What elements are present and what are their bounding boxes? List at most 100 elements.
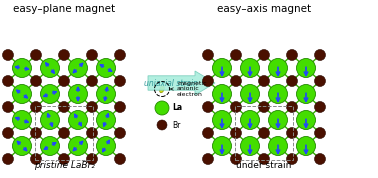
- Circle shape: [87, 75, 98, 87]
- Circle shape: [296, 111, 316, 130]
- Text: La: La: [172, 103, 182, 112]
- Circle shape: [96, 111, 116, 130]
- Polygon shape: [46, 115, 54, 126]
- Circle shape: [240, 111, 260, 130]
- Circle shape: [231, 127, 242, 138]
- Circle shape: [12, 111, 31, 130]
- Circle shape: [314, 101, 325, 112]
- Circle shape: [287, 49, 297, 61]
- Polygon shape: [274, 141, 282, 153]
- Polygon shape: [74, 115, 82, 126]
- Circle shape: [259, 101, 270, 112]
- Circle shape: [231, 75, 242, 87]
- Circle shape: [231, 101, 242, 112]
- Circle shape: [203, 153, 214, 164]
- Circle shape: [155, 101, 169, 115]
- Circle shape: [287, 101, 297, 112]
- Circle shape: [287, 75, 297, 87]
- Circle shape: [59, 153, 70, 164]
- Circle shape: [115, 101, 125, 112]
- Text: pristine LaBr₂: pristine LaBr₂: [34, 161, 94, 170]
- Polygon shape: [16, 116, 27, 124]
- Circle shape: [31, 101, 42, 112]
- Polygon shape: [246, 63, 254, 75]
- Circle shape: [314, 153, 325, 164]
- Circle shape: [212, 137, 231, 156]
- Circle shape: [96, 85, 116, 103]
- Circle shape: [40, 59, 59, 77]
- Circle shape: [59, 101, 70, 112]
- Polygon shape: [160, 86, 164, 93]
- Polygon shape: [16, 90, 27, 99]
- Circle shape: [296, 85, 316, 103]
- Polygon shape: [45, 63, 55, 74]
- Polygon shape: [73, 63, 83, 73]
- Circle shape: [68, 137, 87, 156]
- Text: easy–plane magnet: easy–plane magnet: [13, 4, 115, 14]
- Polygon shape: [102, 114, 110, 125]
- Circle shape: [259, 127, 270, 138]
- Circle shape: [12, 85, 31, 103]
- Circle shape: [203, 127, 214, 138]
- Polygon shape: [74, 89, 82, 101]
- Circle shape: [314, 75, 325, 87]
- Circle shape: [203, 101, 214, 112]
- Polygon shape: [246, 115, 254, 127]
- Polygon shape: [73, 141, 83, 151]
- Circle shape: [87, 127, 98, 138]
- Circle shape: [259, 153, 270, 164]
- Circle shape: [296, 137, 316, 156]
- Circle shape: [259, 49, 270, 61]
- Circle shape: [240, 85, 260, 103]
- Polygon shape: [218, 89, 226, 101]
- Circle shape: [314, 49, 325, 61]
- Text: Br: Br: [172, 121, 180, 130]
- Circle shape: [203, 49, 214, 61]
- Circle shape: [68, 59, 87, 77]
- Circle shape: [12, 59, 31, 77]
- Circle shape: [231, 153, 242, 164]
- Text: under strain: under strain: [236, 161, 292, 170]
- Circle shape: [12, 137, 31, 156]
- Circle shape: [3, 75, 14, 87]
- Polygon shape: [274, 89, 282, 101]
- Bar: [235, 106, 293, 160]
- Polygon shape: [148, 71, 215, 95]
- Polygon shape: [100, 64, 111, 72]
- Circle shape: [96, 59, 116, 77]
- Circle shape: [3, 153, 14, 164]
- Polygon shape: [218, 115, 226, 127]
- Polygon shape: [44, 142, 55, 150]
- Circle shape: [231, 49, 242, 61]
- Polygon shape: [15, 64, 27, 72]
- Polygon shape: [218, 63, 226, 75]
- Polygon shape: [44, 90, 55, 98]
- Polygon shape: [274, 63, 282, 75]
- Circle shape: [157, 120, 167, 130]
- Circle shape: [268, 111, 288, 130]
- Circle shape: [3, 127, 14, 138]
- Text: uniaxial strain: uniaxial strain: [144, 78, 198, 88]
- Circle shape: [31, 153, 42, 164]
- Circle shape: [314, 127, 325, 138]
- Bar: [35, 106, 93, 160]
- Polygon shape: [302, 63, 310, 75]
- Text: easy–axis magnet: easy–axis magnet: [217, 4, 311, 14]
- Circle shape: [240, 59, 260, 77]
- Circle shape: [203, 75, 214, 87]
- Circle shape: [115, 153, 125, 164]
- Polygon shape: [102, 88, 110, 99]
- Circle shape: [40, 111, 59, 130]
- Circle shape: [268, 85, 288, 103]
- Circle shape: [115, 49, 125, 61]
- Circle shape: [115, 127, 125, 138]
- Circle shape: [259, 75, 270, 87]
- Polygon shape: [274, 115, 282, 127]
- Polygon shape: [218, 141, 226, 153]
- Circle shape: [115, 75, 125, 87]
- Circle shape: [87, 101, 98, 112]
- Circle shape: [268, 137, 288, 156]
- Polygon shape: [302, 89, 310, 101]
- Circle shape: [212, 111, 231, 130]
- Circle shape: [287, 127, 297, 138]
